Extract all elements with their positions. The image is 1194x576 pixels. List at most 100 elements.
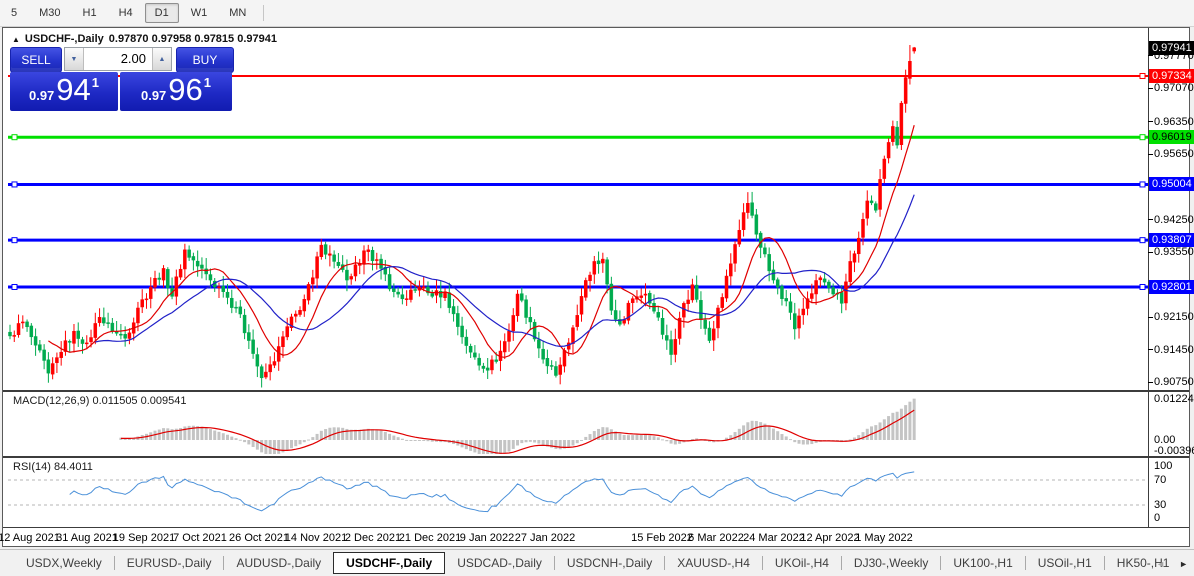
- axis-tick-label: 0.96350: [1154, 115, 1194, 128]
- chart-title: ▲ USDCHF-,Daily 0.97870 0.97958 0.97815 …: [12, 33, 277, 45]
- axis-tick-label: 0.92150: [1154, 311, 1194, 324]
- pane-separator: [3, 527, 1189, 528]
- volume-increase-icon[interactable]: ▲: [152, 48, 171, 70]
- symbol-tab-bar: USDX,Weekly EURUSD-,Daily AUDUSD-,Daily USD…: [0, 549, 1194, 576]
- buy-price-prefix: 0.97: [140, 88, 167, 103]
- axis-tick-label: 0.91450: [1154, 343, 1194, 356]
- volume-spinner: ▼ 2.00 ▲: [64, 47, 172, 71]
- axis-tick: [1148, 219, 1153, 221]
- date-label: 7 Oct 2021: [173, 532, 227, 544]
- axis-tick: [1148, 251, 1153, 253]
- timeframe-button-5[interactable]: 5: [11, 7, 18, 19]
- sell-price-pip: 1: [91, 75, 100, 90]
- volume-input[interactable]: 2.00: [120, 51, 146, 66]
- tab-separator: [840, 556, 842, 570]
- price-chart[interactable]: [8, 30, 1148, 390]
- macd-axis-label: -0.003963: [1154, 445, 1194, 457]
- axis-tick-label: 0.97070: [1154, 82, 1194, 95]
- date-label: 2 Dec 2021: [344, 532, 402, 544]
- date-label: 26 Oct 2021: [229, 532, 289, 544]
- date-label: 31 Aug 2021: [56, 532, 118, 544]
- timeframe-button-w1[interactable]: W1: [190, 7, 208, 19]
- axis-tick: [1148, 316, 1153, 318]
- tab-xauusd-h4[interactable]: XAUUSD-,H4: [677, 556, 750, 570]
- axis-tick: [1148, 55, 1153, 57]
- rsi-axis-label: 100: [1154, 460, 1173, 472]
- date-label: 21 Dec 2021: [398, 532, 462, 544]
- macd-axis-label: 0.012242: [1154, 393, 1194, 405]
- hline-price-label: 0.93807: [1149, 233, 1194, 248]
- timeframe-button-h1[interactable]: H1: [82, 7, 97, 19]
- tab-scroll-right-icon[interactable]: ►: [1179, 558, 1188, 569]
- tab-scroll-left-icon[interactable]: ◄: [1156, 558, 1166, 569]
- date-label: 24 Mar 2022: [743, 532, 805, 544]
- axis-tick: [1148, 153, 1153, 155]
- date-label: 15 Feb 2022: [631, 532, 693, 544]
- tab-usdcad-daily[interactable]: USDCAD-,Daily: [457, 556, 542, 570]
- timeframe-button-d1[interactable]: D1: [144, 3, 179, 23]
- hline-price-label: 0.96019: [1149, 130, 1194, 145]
- tab-usdcnh-daily[interactable]: USDCNH-,Daily: [566, 556, 653, 570]
- buy-price-big: 96: [168, 72, 203, 107]
- rsi-pane[interactable]: [8, 458, 1148, 527]
- sell-button-label: SELL: [21, 53, 51, 67]
- rsi-axis-label: 70: [1154, 474, 1167, 486]
- tab-dj30-weekly[interactable]: DJ30-,Weekly: [853, 556, 929, 570]
- macd-axis-label: 0.00: [1154, 434, 1176, 446]
- buy-button[interactable]: BUY: [176, 47, 234, 73]
- sell-button[interactable]: SELL: [10, 47, 62, 73]
- date-label: 19 Sep 2021: [112, 532, 176, 544]
- hline-price-label: 0.92801: [1149, 279, 1194, 294]
- tab-eurusd-daily[interactable]: EURUSD-,Daily: [126, 556, 212, 570]
- rsi-axis-label: 0: [1154, 512, 1161, 524]
- date-label: 9 Jan 2022: [459, 532, 515, 544]
- collapse-trade-panel-icon[interactable]: ▲: [12, 34, 20, 44]
- chart-symbol-label: USDCHF-,Daily: [24, 33, 104, 45]
- axis-tick-label: 0.93550: [1154, 246, 1194, 259]
- tab-separator: [940, 556, 942, 570]
- timeframe-button-h4[interactable]: H4: [118, 7, 133, 19]
- tab-separator: [1024, 556, 1026, 570]
- timeframe-toolbar: 5 M30 H1 H4 D1 W1 MN: [0, 0, 1194, 27]
- date-label: 12 Aug 2021: [0, 532, 60, 544]
- buy-button-label: BUY: [192, 53, 218, 67]
- rsi-label: RSI(14) 84.4011: [13, 461, 93, 473]
- date-label: 27 Jan 2022: [514, 532, 576, 544]
- tab-ukoil-h4[interactable]: UKOil-,H4: [774, 556, 829, 570]
- axis-tick-label: 0.95650: [1154, 148, 1194, 161]
- axis-tick-label: 0.94250: [1154, 213, 1194, 226]
- volume-decrease-icon[interactable]: ▼: [65, 48, 84, 70]
- tab-hk50-h1[interactable]: HK50-,H1: [1116, 556, 1170, 570]
- tab-separator: [1103, 556, 1105, 570]
- axis-tick-label: 0.90750: [1154, 376, 1194, 389]
- timeframe-button-m30[interactable]: M30: [39, 7, 61, 19]
- axis-tick: [1148, 87, 1153, 89]
- buy-price-panel[interactable]: 0.97 96 1: [120, 72, 232, 111]
- sell-price-prefix: 0.97: [28, 88, 55, 103]
- sell-price-panel[interactable]: 0.97 94 1: [10, 72, 118, 111]
- date-label: 1 May 2022: [855, 532, 913, 544]
- hline-price-label: 0.97334: [1149, 68, 1194, 83]
- sell-price-big: 94: [56, 72, 91, 107]
- date-label: 12 Apr 2022: [800, 532, 860, 544]
- tab-usdchf-daily[interactable]: USDCHF-,Daily: [333, 552, 446, 574]
- tab-separator: [113, 556, 115, 570]
- tab-audusd-daily[interactable]: AUDUSD-,Daily: [236, 556, 322, 570]
- tab-uk100-h1[interactable]: UK100-,H1: [953, 556, 1013, 570]
- axis-tick: [1148, 381, 1153, 383]
- buy-price-pip: 1: [203, 75, 212, 90]
- price-axis-line: [1148, 28, 1149, 528]
- tab-usoil-h1[interactable]: USOil-,H1: [1037, 556, 1092, 570]
- axis-tick: [1148, 121, 1153, 123]
- tab-separator: [553, 556, 555, 570]
- timeframe-button-mn[interactable]: MN: [229, 7, 247, 19]
- tab-separator: [761, 556, 763, 570]
- tab-usdx-weekly[interactable]: USDX,Weekly: [26, 556, 102, 570]
- rsi-axis-label: 30: [1154, 499, 1167, 511]
- pane-separator[interactable]: [3, 456, 1189, 458]
- pane-separator[interactable]: [3, 390, 1189, 392]
- date-label: 14 Nov 2021: [284, 532, 348, 544]
- date-label: 6 Mar 2022: [688, 532, 744, 544]
- macd-pane[interactable]: [8, 393, 1148, 456]
